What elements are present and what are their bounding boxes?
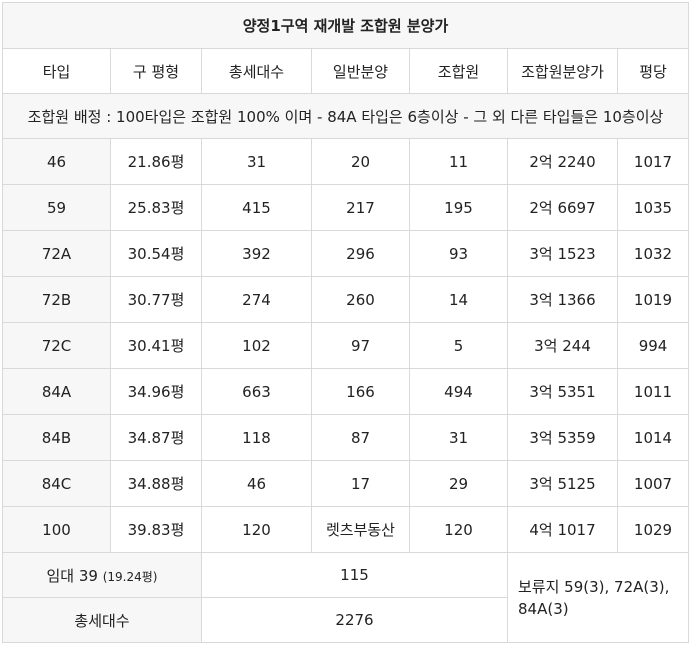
header-member: 조합원 <box>409 48 508 94</box>
cell-type-link[interactable]: 46 <box>2 138 111 185</box>
cell-old-area: 30.77평 <box>110 276 202 323</box>
cell-per-pyeong: 1011 <box>616 368 690 415</box>
cell-old-area: 30.54평 <box>110 230 202 277</box>
rental-label[interactable]: 임대 39 (19.24평) <box>2 552 202 598</box>
cell-member-units: 11 <box>409 138 508 185</box>
rental-label-sub: (19.24평) <box>102 569 158 584</box>
cell-per-pyeong: 1032 <box>616 230 690 277</box>
cell-old-area: 34.87평 <box>110 414 202 461</box>
cell-total-units: 120 <box>201 506 312 553</box>
table-title: 양정1구역 재개발 조합원 분양가 <box>1 2 690 49</box>
header-type: 타입 <box>2 48 111 94</box>
table-row: 72A 30.54평 392 296 93 3억 1523 1032 <box>2 230 690 277</box>
cell-per-pyeong: 1019 <box>616 276 690 323</box>
cell-member-units: 31 <box>409 414 508 461</box>
header-row: 타입 구 평형 총세대수 일반분양 조합원 조합원분양가 평당 <box>2 48 690 94</box>
cell-type-link[interactable]: 100 <box>2 506 111 553</box>
cell-total-units: 31 <box>201 138 312 185</box>
table-row: 46 21.86평 31 20 11 2억 2240 1017 <box>2 138 690 185</box>
header-member-price: 조합원분양가 <box>507 48 618 94</box>
cell-member-units: 120 <box>409 506 508 553</box>
header-total: 총세대수 <box>201 48 312 94</box>
table-row: 84B 34.87평 118 87 31 3억 5359 1014 <box>2 414 690 461</box>
table-row: 59 25.83평 415 217 195 2억 6697 1035 <box>2 184 690 231</box>
cell-general-sale: 17 <box>311 460 410 507</box>
cell-member-units: 29 <box>409 460 508 507</box>
cell-total-units: 663 <box>201 368 312 415</box>
cell-total-units: 274 <box>201 276 312 323</box>
reserve-info: 보류지 59(3), 72A(3), 84A(3) <box>506 552 690 643</box>
cell-type-link[interactable]: 72A <box>2 230 111 277</box>
cell-general-sale: 87 <box>311 414 410 461</box>
cell-general-sale: 렛츠부동산 <box>311 506 410 553</box>
cell-per-pyeong: 1014 <box>616 414 690 461</box>
table-row: 84A 34.96평 663 166 494 3억 5351 1011 <box>2 368 690 415</box>
cell-per-pyeong: 1007 <box>616 460 690 507</box>
cell-general-sale: 166 <box>311 368 410 415</box>
total-units-label: 총세대수 <box>2 597 202 643</box>
cell-old-area: 34.88평 <box>110 460 202 507</box>
cell-type-link[interactable]: 84B <box>2 414 111 461</box>
cell-total-units: 118 <box>201 414 312 461</box>
cell-general-sale: 217 <box>311 184 410 231</box>
header-old-area: 구 평형 <box>110 48 202 94</box>
cell-member-units: 195 <box>409 184 508 231</box>
table-row: 72B 30.77평 274 260 14 3억 1366 1019 <box>2 276 690 323</box>
cell-member-price: 3억 1523 <box>507 230 618 277</box>
cell-general-sale: 20 <box>311 138 410 185</box>
cell-type-link[interactable]: 72C <box>2 322 111 369</box>
cell-type-link[interactable]: 72B <box>2 276 111 323</box>
rental-label-text: 임대 39 <box>46 566 98 585</box>
total-units-value: 2276 <box>201 597 508 643</box>
cell-per-pyeong: 1017 <box>616 138 690 185</box>
cell-old-area: 30.41평 <box>110 322 202 369</box>
header-per-pyeong: 평당 <box>616 48 690 94</box>
table-row: 84C 34.88평 46 17 29 3억 5125 1007 <box>2 460 690 507</box>
cell-member-price: 2억 6697 <box>507 184 618 231</box>
table-row: 100 39.83평 120 렛츠부동산 120 4억 1017 1029 <box>2 506 690 553</box>
cell-member-price: 3억 1366 <box>507 276 618 323</box>
cell-old-area: 25.83평 <box>110 184 202 231</box>
cell-member-units: 14 <box>409 276 508 323</box>
cell-member-price: 2억 2240 <box>507 138 618 185</box>
cell-per-pyeong: 994 <box>616 322 690 369</box>
header-general: 일반분양 <box>311 48 410 94</box>
allocation-note: 조합원 배정 : 100타입은 조합원 100% 이며 - 84A 타입은 6층… <box>1 93 690 139</box>
cell-type-link[interactable]: 59 <box>2 184 111 231</box>
cell-per-pyeong: 1029 <box>616 506 690 553</box>
cell-old-area: 39.83평 <box>110 506 202 553</box>
table-row: 72C 30.41평 102 97 5 3억 244 994 <box>2 322 690 369</box>
cell-member-price: 4억 1017 <box>507 506 618 553</box>
rental-value: 115 <box>201 552 508 598</box>
cell-total-units: 102 <box>201 322 312 369</box>
cell-total-units: 415 <box>201 184 312 231</box>
cell-member-price: 3억 244 <box>507 322 618 369</box>
cell-member-price: 3억 5359 <box>507 414 618 461</box>
cell-general-sale: 97 <box>311 322 410 369</box>
cell-per-pyeong: 1035 <box>616 184 690 231</box>
cell-member-price: 3억 5351 <box>507 368 618 415</box>
cell-member-units: 5 <box>409 322 508 369</box>
cell-type-link[interactable]: 84C <box>2 460 111 507</box>
cell-member-units: 93 <box>409 230 508 277</box>
cell-total-units: 392 <box>201 230 312 277</box>
cell-old-area: 34.96평 <box>110 368 202 415</box>
cell-member-price: 3억 5125 <box>507 460 618 507</box>
cell-general-sale: 260 <box>311 276 410 323</box>
cell-total-units: 46 <box>201 460 312 507</box>
cell-old-area: 21.86평 <box>110 138 202 185</box>
cell-type-link[interactable]: 84A <box>2 368 111 415</box>
cell-member-units: 494 <box>409 368 508 415</box>
cell-general-sale: 296 <box>311 230 410 277</box>
